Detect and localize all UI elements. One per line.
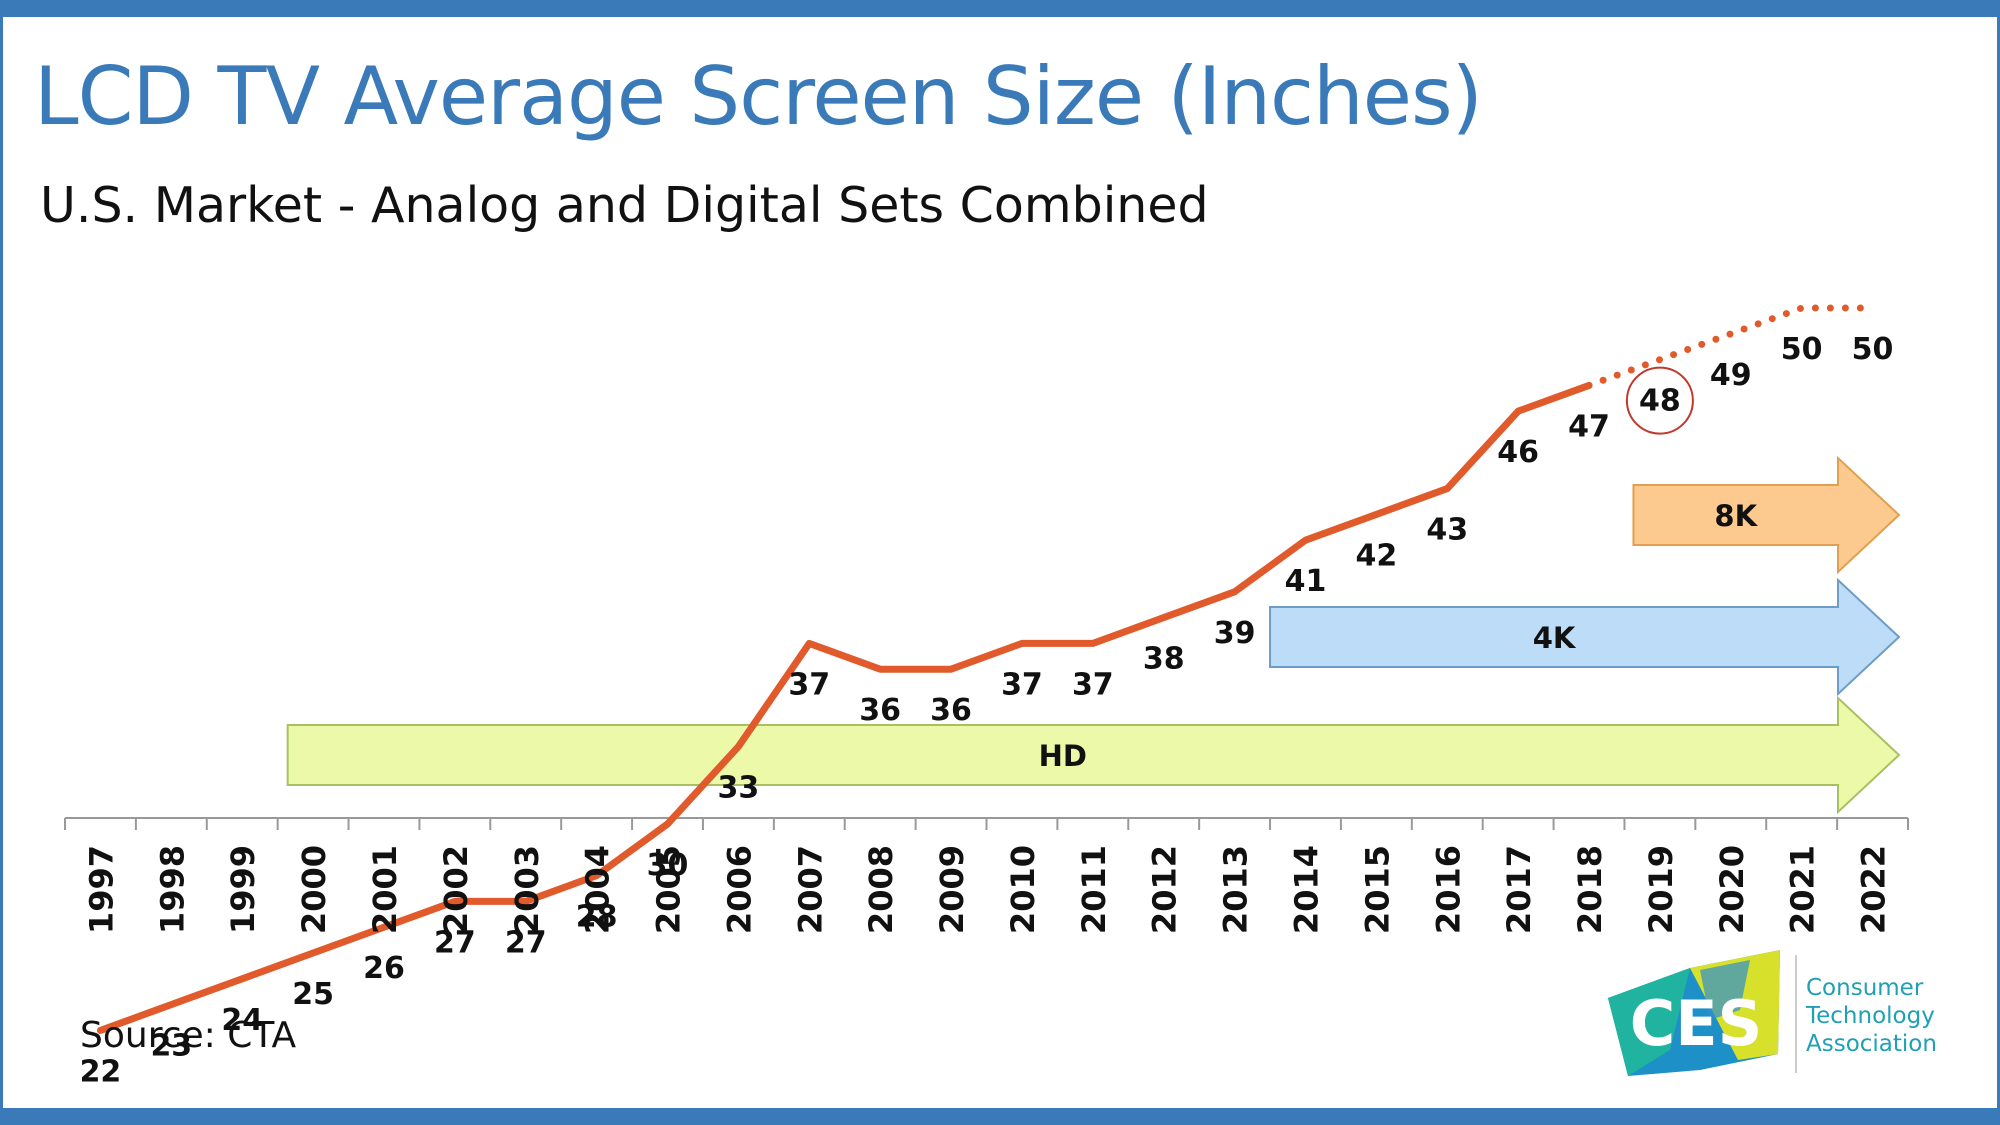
data-label: 28 xyxy=(576,900,618,935)
x-tick-label: 2014 xyxy=(1287,845,1325,934)
data-label: 46 xyxy=(1497,435,1539,470)
x-tick-label: 2012 xyxy=(1146,845,1184,934)
x-tick-label: 2007 xyxy=(791,845,829,934)
x-tick-label: 2005 xyxy=(650,845,688,934)
x-tick-label: 1999 xyxy=(224,845,262,934)
chart-subtitle: U.S. Market - Analog and Digital Sets Co… xyxy=(40,177,1209,234)
x-tick-label: 2003 xyxy=(508,845,546,934)
x-tick-label: 1998 xyxy=(153,845,191,934)
x-tick-label: 2015 xyxy=(1358,845,1396,934)
x-tick-labels: 1997 1998 1999 2000 2001 2002 2003 2004 2005 2006… xyxy=(82,845,1892,934)
x-tick-label: 2013 xyxy=(1217,845,1255,934)
cta-line-1: Consumer xyxy=(1806,975,1924,1001)
top-accent-bar xyxy=(0,0,2000,17)
x-tick-label: 2011 xyxy=(1075,845,1113,934)
data-label: 27 xyxy=(505,925,547,960)
data-labels: 22 23 24 25 26 27 27 28 30 33 37 36 36 37 37 38 39 41 42 43… xyxy=(80,332,1894,1089)
era-arrow-4k xyxy=(1269,577,1901,697)
x-tick-label: 2022 xyxy=(1855,845,1893,934)
x-tick-label: 2009 xyxy=(933,845,971,934)
era-label-4k: 4K xyxy=(1533,621,1577,655)
cta-line-2: Technology xyxy=(1806,1003,1935,1029)
data-label: 27 xyxy=(434,925,476,960)
data-label: 24 xyxy=(221,1003,263,1038)
data-label: 50 xyxy=(1852,332,1894,367)
era-label-hd: HD xyxy=(1039,739,1087,773)
cta-wordmark: Consumer Technology Association xyxy=(1806,974,1937,1058)
highlight-circle xyxy=(1625,366,1694,435)
data-label: 41 xyxy=(1285,564,1327,599)
series-line-forecast xyxy=(1585,304,1877,389)
ces-logo-text: CES xyxy=(1630,987,1763,1060)
data-label: 36 xyxy=(859,693,901,728)
data-label: 47 xyxy=(1568,409,1610,444)
ces-logo-icon: CES xyxy=(1608,950,1780,1076)
data-label: 22 xyxy=(80,1054,122,1089)
data-label: 42 xyxy=(1355,538,1397,573)
data-label: 38 xyxy=(1143,642,1185,677)
data-label: 26 xyxy=(363,951,405,986)
chart-title: LCD TV Average Screen Size (Inches) xyxy=(34,50,1483,143)
data-label: 36 xyxy=(930,693,972,728)
data-label: 39 xyxy=(1214,616,1256,651)
data-label: 23 xyxy=(150,1029,192,1064)
era-label-8k: 8K xyxy=(1714,499,1758,533)
era-arrow-8k xyxy=(1632,455,1901,575)
data-label: 43 xyxy=(1426,513,1468,548)
x-tick-label: 2004 xyxy=(579,845,617,934)
data-label: 50 xyxy=(1781,332,1823,367)
data-label: 37 xyxy=(788,667,830,702)
x-tick-label: 2008 xyxy=(862,845,900,934)
data-label: 37 xyxy=(1072,667,1114,702)
source-note: Source: CTA xyxy=(80,1015,297,1056)
x-tick-label: 2017 xyxy=(1500,845,1538,934)
x-tick-label: 2019 xyxy=(1642,845,1680,934)
data-label: 30 xyxy=(647,848,689,883)
x-tick-label: 2018 xyxy=(1571,845,1609,934)
x-axis xyxy=(64,817,1909,830)
data-label: 37 xyxy=(1001,667,1043,702)
cta-line-3: Association xyxy=(1806,1031,1937,1057)
data-label: 49 xyxy=(1710,358,1752,393)
data-label: 33 xyxy=(718,771,760,806)
x-tick-label: 2002 xyxy=(437,845,475,934)
x-tick-label: 2010 xyxy=(1004,845,1042,934)
logo-divider xyxy=(1795,955,1797,1073)
x-tick-label: 2000 xyxy=(295,845,333,934)
x-tick-label: 2021 xyxy=(1784,845,1822,934)
era-arrows: HD 4K 8K xyxy=(286,455,1901,815)
x-tick-label: 2001 xyxy=(366,845,404,934)
x-tick-label: 2016 xyxy=(1429,845,1467,934)
series-lines xyxy=(96,304,1877,1034)
data-label: 25 xyxy=(292,977,334,1012)
x-tick-label: 1997 xyxy=(82,845,120,934)
x-tick-label: 2020 xyxy=(1713,845,1751,934)
era-arrow-hd xyxy=(286,695,1901,815)
x-tick-label: 2006 xyxy=(720,845,758,934)
series-line-actual xyxy=(96,381,1593,1034)
bottom-accent-bar xyxy=(0,1108,2000,1125)
data-label: 48 xyxy=(1639,384,1681,419)
